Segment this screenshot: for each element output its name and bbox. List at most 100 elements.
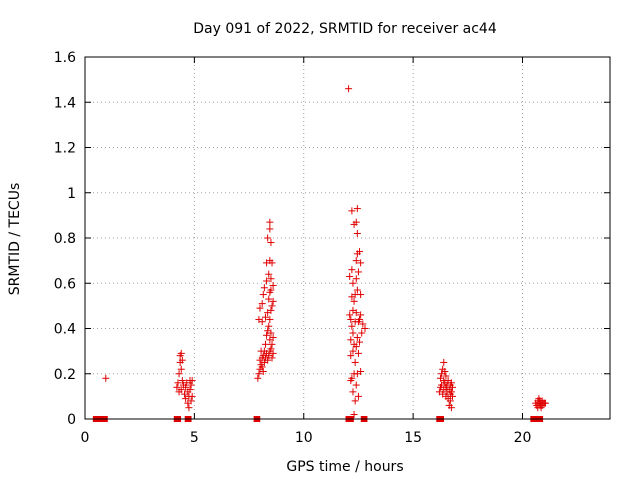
data-point — [348, 266, 356, 274]
data-point — [357, 311, 365, 319]
data-point — [449, 392, 456, 400]
data-point — [440, 358, 448, 366]
data-point — [351, 397, 359, 405]
data-point — [178, 377, 186, 385]
y-tick-label: 1 — [67, 186, 76, 202]
data-point — [446, 397, 454, 405]
data-point — [187, 381, 195, 389]
plot-frame — [84, 56, 611, 420]
data-point — [356, 248, 364, 256]
y-tick-label: 1.2 — [54, 141, 76, 157]
data-point — [261, 340, 269, 348]
grid-lines — [85, 57, 610, 419]
data-point — [267, 329, 275, 337]
data-point — [177, 365, 185, 373]
data-point — [254, 374, 262, 382]
data-point — [361, 325, 369, 332]
data-point — [261, 313, 269, 321]
data-point — [266, 218, 274, 226]
data-point — [352, 343, 360, 351]
data-point — [268, 259, 276, 267]
data-point — [349, 388, 357, 396]
data-point — [269, 297, 277, 305]
data-point — [256, 304, 264, 312]
data-point — [357, 259, 365, 267]
data-point — [263, 331, 271, 339]
data-point — [541, 399, 549, 407]
data-point — [358, 329, 366, 337]
data-point — [352, 309, 360, 317]
data-point — [350, 297, 358, 305]
data-point — [173, 383, 181, 391]
data-point — [347, 315, 355, 323]
x-tick-label: 15 — [404, 430, 422, 446]
data-point — [265, 322, 273, 330]
y-tick-label: 0 — [67, 412, 76, 428]
data-point — [357, 367, 365, 375]
scatter-points — [102, 85, 549, 418]
y-tick-label: 1.4 — [54, 95, 76, 111]
data-point — [353, 229, 361, 237]
data-point — [349, 279, 357, 287]
data-point — [353, 205, 361, 213]
data-point — [268, 302, 276, 310]
data-point — [348, 207, 356, 215]
y-tick-label: 0.8 — [54, 231, 76, 247]
data-point — [259, 291, 267, 299]
axis-ticks — [84, 56, 610, 420]
data-point — [447, 388, 455, 396]
data-point — [258, 300, 266, 308]
y-tick-label: 0.6 — [54, 276, 76, 292]
data-point — [188, 377, 196, 385]
data-point — [447, 404, 455, 412]
data-point — [349, 329, 357, 337]
data-point — [177, 349, 185, 357]
data-point — [187, 397, 195, 405]
x-axis-title: GPS time / hours — [286, 459, 403, 475]
x-tick-label: 0 — [81, 430, 90, 446]
data-point — [267, 286, 275, 294]
x-tick-label: 5 — [190, 430, 199, 446]
data-point — [269, 282, 277, 290]
data-point — [348, 374, 356, 382]
data-point — [356, 338, 364, 346]
y-tick-label: 0.2 — [54, 367, 76, 383]
y-tick-label: 1.6 — [54, 50, 76, 66]
data-point — [350, 410, 358, 418]
data-point — [353, 286, 361, 294]
data-point — [269, 349, 277, 357]
data-point — [264, 234, 272, 242]
y-tick-label: 0.4 — [54, 322, 76, 338]
data-point — [349, 347, 357, 355]
data-point — [352, 218, 360, 226]
data-point — [352, 275, 360, 283]
x-tick-label: 20 — [514, 430, 532, 446]
data-point — [177, 386, 185, 394]
data-point — [265, 295, 273, 303]
data-point — [352, 381, 360, 389]
data-point — [345, 85, 353, 93]
data-point — [266, 315, 274, 323]
data-point — [359, 320, 367, 328]
data-point — [267, 275, 275, 283]
data-point — [348, 322, 356, 330]
data-point — [264, 356, 272, 364]
data-point — [268, 340, 276, 348]
data-point — [268, 354, 276, 362]
data-point — [356, 315, 364, 323]
data-point — [352, 257, 360, 265]
data-point — [354, 268, 362, 276]
data-point — [354, 392, 362, 400]
data-point — [265, 270, 273, 278]
data-point — [354, 349, 362, 357]
data-point — [447, 379, 455, 387]
data-point — [186, 386, 194, 394]
data-point — [258, 318, 266, 326]
data-point — [258, 363, 266, 371]
data-point — [175, 370, 183, 378]
y-tick-labels: 0 0.2 0.4 0.6 0.8 1 1.2 1.4 1.6 — [54, 50, 76, 428]
data-point — [188, 392, 196, 400]
x-tick-labels: 0 5 10 15 20 — [81, 430, 532, 446]
data-point — [347, 352, 355, 360]
